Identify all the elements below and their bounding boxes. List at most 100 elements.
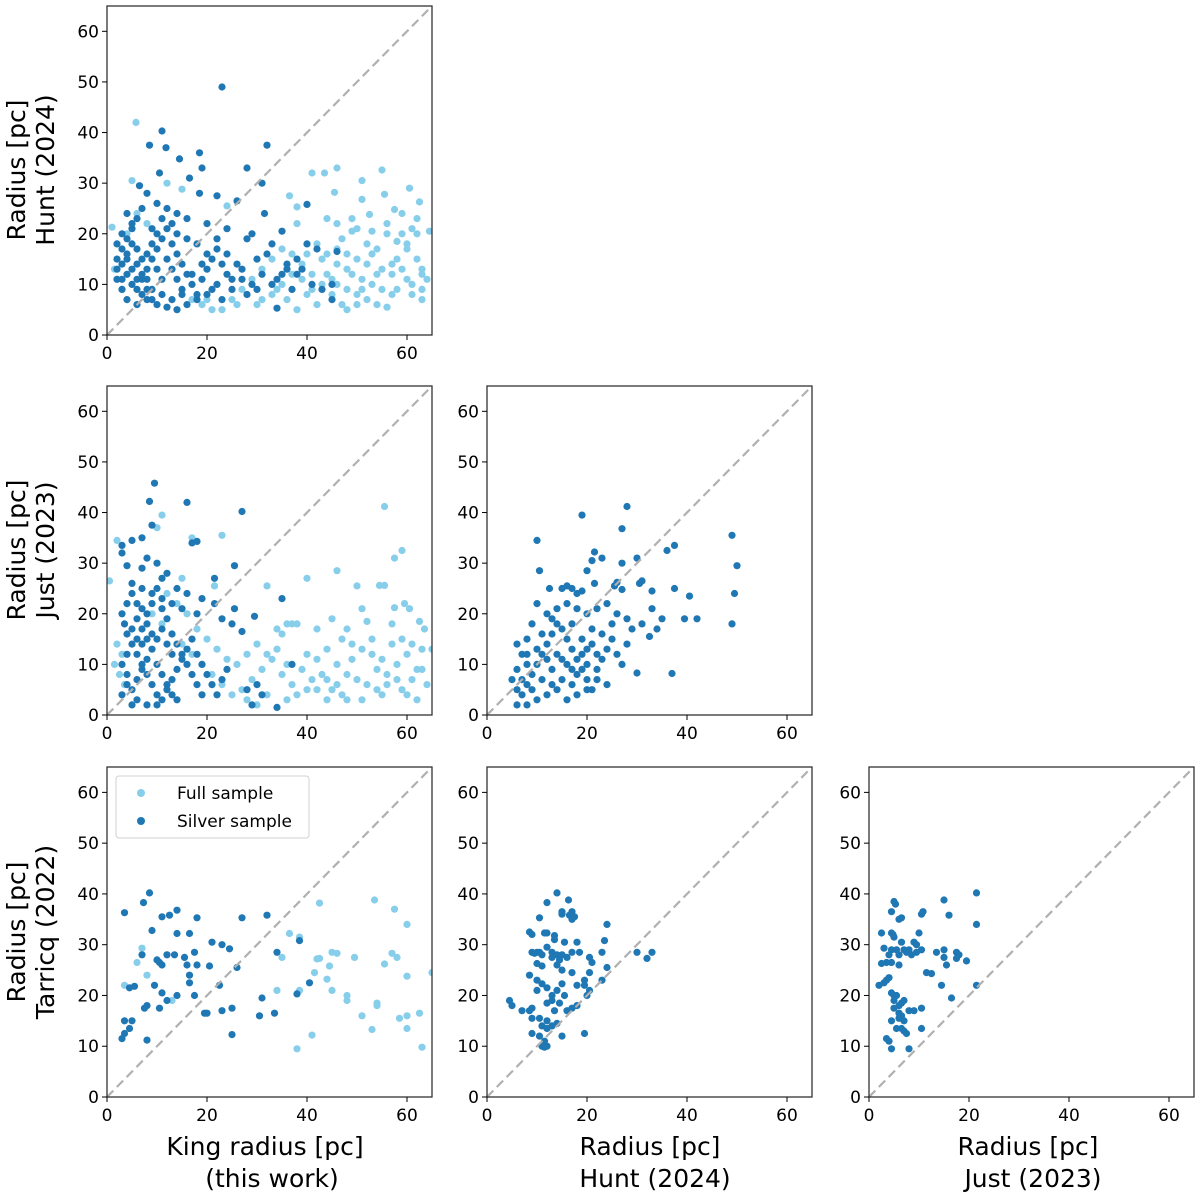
full-sample-point <box>418 265 426 273</box>
silver-sample-point <box>153 245 161 253</box>
full-sample-point <box>343 670 351 679</box>
silver-sample-point <box>183 215 191 223</box>
full-sample-point <box>308 169 316 177</box>
silver-sample-point <box>905 1045 913 1053</box>
silver-sample-point <box>548 953 556 962</box>
y-tick-label: 30 <box>839 936 861 956</box>
silver-sample-point <box>917 1024 926 1033</box>
silver-sample-point <box>178 285 186 293</box>
full-sample-point <box>243 650 251 658</box>
full-sample-point <box>333 220 341 228</box>
axes-frame <box>868 766 1195 1098</box>
silver-sample-point <box>203 250 211 258</box>
silver-sample-point <box>158 625 166 633</box>
silver-sample-point <box>588 557 596 565</box>
identity-line <box>487 386 812 715</box>
silver-sample-point <box>193 537 201 546</box>
silver-sample-point <box>623 502 631 511</box>
full-sample-point <box>370 896 379 904</box>
silver-sample-point <box>628 625 636 633</box>
silver-sample-point <box>535 914 544 922</box>
silver-sample-point <box>635 579 644 588</box>
silver-sample-point <box>523 650 531 658</box>
y-tick-label: 0 <box>88 326 99 346</box>
silver-sample-point <box>140 1004 149 1012</box>
full-sample-point <box>343 996 351 1005</box>
silver-sample-point <box>598 630 606 638</box>
silver-sample-point <box>638 620 646 628</box>
silver-sample-point <box>283 260 291 268</box>
full-sample-point <box>388 949 396 957</box>
full-sample-point <box>313 240 321 248</box>
full-sample-point <box>343 991 351 1000</box>
full-sample-point <box>358 1012 366 1020</box>
silver-sample-point <box>685 592 694 600</box>
silver-sample-point <box>143 620 151 628</box>
silver-sample-point <box>123 250 131 258</box>
full-sample-point <box>303 290 311 299</box>
silver-sample-point <box>603 645 611 653</box>
full-sample-point <box>313 655 321 663</box>
legend-marker-full <box>137 789 145 797</box>
full-sample-point <box>343 306 351 314</box>
silver-sample-point <box>185 929 194 938</box>
silver-sample-point <box>210 574 219 582</box>
silver-sample-point <box>645 632 654 641</box>
silver-sample-point <box>523 701 531 709</box>
full-sample-point <box>148 610 156 618</box>
full-sample-point <box>358 696 366 704</box>
full-sample-point <box>308 676 316 684</box>
silver-sample-point <box>270 1009 279 1017</box>
full-sample-point <box>403 650 411 658</box>
silver-sample-point <box>603 600 611 608</box>
silver-sample-point <box>919 908 927 916</box>
full-sample-point <box>378 166 386 174</box>
x-tick-label: 0 <box>102 724 113 744</box>
silver-sample-point <box>533 600 541 608</box>
full-sample-point <box>298 260 306 268</box>
silver-sample-point <box>128 625 136 633</box>
full-sample-point <box>400 600 409 608</box>
full-sample-point <box>368 1025 376 1034</box>
silver-sample-point <box>153 230 161 238</box>
silver-sample-point <box>173 696 181 704</box>
silver-sample-point <box>128 220 136 228</box>
full-sample-point <box>383 303 391 311</box>
full-sample-point <box>358 645 366 653</box>
silver-sample-point <box>123 630 131 638</box>
full-sample-point <box>198 301 206 309</box>
silver-sample-point <box>910 1007 918 1015</box>
silver-sample-point <box>128 701 136 709</box>
full-sample-point <box>380 581 389 590</box>
full-sample-point <box>293 203 301 211</box>
y-tick-label: 20 <box>457 605 479 625</box>
silver-sample-point <box>138 270 146 278</box>
silver-sample-point <box>150 981 159 989</box>
silver-sample-point <box>138 255 146 263</box>
silver-sample-point <box>887 958 896 967</box>
full-sample-point <box>178 185 186 193</box>
full-sample-point <box>368 227 376 235</box>
full-sample-point <box>273 625 281 633</box>
axes-frame <box>106 385 433 716</box>
silver-sample-point <box>243 290 251 299</box>
silver-sample-point <box>118 1035 126 1043</box>
full-sample-point <box>378 655 386 663</box>
row1-ylabel-line1: Radius [pc] <box>2 100 31 241</box>
silver-sample-point <box>273 703 281 712</box>
silver-sample-point <box>887 908 896 916</box>
full-sample-point <box>308 285 316 293</box>
silver-sample-point <box>120 909 129 917</box>
silver-sample-point <box>153 199 161 207</box>
full-sample-point <box>213 645 221 653</box>
silver-sample-point <box>118 275 126 283</box>
full-sample-point <box>395 1014 404 1022</box>
full-sample-point <box>363 296 371 304</box>
silver-sample-point <box>598 948 606 956</box>
full-sample-point <box>343 285 351 293</box>
silver-sample-point <box>120 1017 129 1025</box>
silver-sample-point <box>193 610 201 618</box>
silver-sample-point <box>575 948 584 956</box>
y-tick-label: 40 <box>77 885 99 905</box>
full-sample-point <box>288 681 296 689</box>
